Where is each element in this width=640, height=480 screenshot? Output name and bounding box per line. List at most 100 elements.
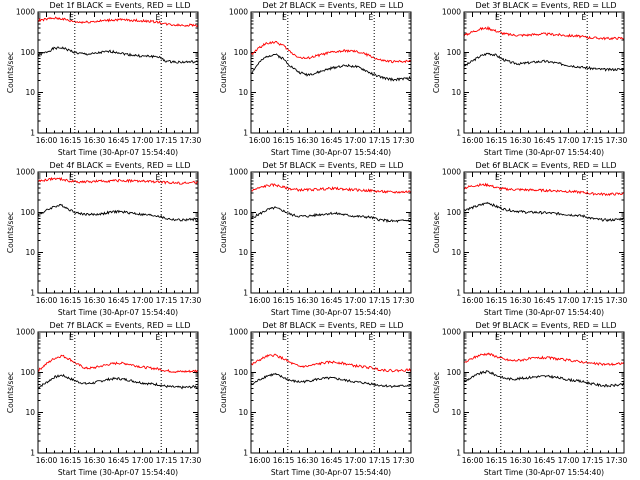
x-tick-label: 16:00	[462, 456, 484, 465]
plot-frame	[463, 171, 625, 294]
x-tick-label: 17:15	[582, 296, 604, 305]
panel-title: Det 7f BLACK = Events, RED = LLD	[49, 321, 190, 330]
x-tick-label: 16:15	[486, 136, 508, 145]
x-tick-label: 16:15	[60, 136, 82, 145]
series-line-events	[37, 46, 199, 64]
x-tick-label: 16:15	[486, 296, 508, 305]
y-axis-label: Counts/sec	[6, 52, 15, 93]
y-tick-label: 1	[456, 449, 461, 458]
plot-frame	[37, 11, 199, 134]
x-tick-label: 16:30	[297, 296, 319, 305]
y-tick-label: 1000	[229, 8, 248, 17]
y-axis-label: Counts/sec	[432, 212, 441, 253]
x-tick-label: 16:45	[321, 456, 343, 465]
y-tick-label: 1	[243, 289, 248, 298]
panel-det-3f: Det 3f BLACK = Events, RED = LLD Counts/s…	[432, 1, 628, 157]
series-line-lld	[250, 40, 412, 64]
x-axis-label: Start Time (30-Apr-07 15:54:40)	[484, 308, 604, 317]
series-line-events	[463, 52, 625, 72]
y-tick-label: 10	[238, 88, 248, 97]
series-line-lld	[37, 16, 199, 27]
plot-frame	[250, 11, 412, 134]
x-axis-label: Start Time (30-Apr-07 15:54:40)	[271, 148, 391, 157]
event-marker-label: E	[368, 13, 373, 22]
y-tick-label: 10	[238, 248, 248, 257]
y-tick-label: 10	[451, 248, 461, 257]
x-tick-label: 16:00	[36, 296, 58, 305]
y-tick-label: 1000	[16, 168, 35, 177]
series-line-events	[250, 372, 412, 389]
x-tick-label: 16:45	[108, 456, 130, 465]
x-tick-label: 17:00	[345, 136, 367, 145]
panel-det-8f: Det 8f BLACK = Events, RED = LLD Counts/s…	[219, 321, 415, 477]
event-marker-label: E	[155, 333, 160, 342]
y-tick-label: 1000	[229, 168, 248, 177]
x-tick-label: 16:30	[297, 136, 319, 145]
x-tick-label: 17:30	[180, 136, 202, 145]
y-axis-label: Counts/sec	[219, 372, 228, 413]
panel-title: Det 3f BLACK = Events, RED = LLD	[475, 1, 616, 10]
panel-title: Det 6f BLACK = Events, RED = LLD	[475, 161, 616, 170]
series-line-lld	[463, 182, 625, 197]
series-line-events	[250, 53, 411, 82]
event-marker-label: E	[69, 173, 74, 182]
x-tick-label: 16:45	[108, 296, 130, 305]
y-tick-label: 100	[234, 208, 249, 217]
x-tick-label: 17:30	[180, 296, 202, 305]
y-tick-label: 10	[451, 408, 461, 417]
x-tick-label: 16:30	[510, 136, 532, 145]
series-line-lld	[250, 353, 412, 373]
x-tick-label: 16:30	[84, 136, 106, 145]
y-tick-label: 10	[451, 88, 461, 97]
x-tick-label: 16:00	[462, 136, 484, 145]
event-marker-label: E	[495, 13, 500, 22]
x-tick-label: 17:00	[132, 136, 154, 145]
y-tick-label: 1000	[442, 8, 461, 17]
panel-det-7f: Det 7f BLACK = Events, RED = LLD Counts/s…	[6, 321, 202, 477]
x-tick-label: 16:30	[510, 296, 532, 305]
y-tick-label: 1000	[442, 168, 461, 177]
y-tick-label: 1	[30, 129, 35, 138]
event-marker-label: E	[581, 173, 586, 182]
plot-frame	[463, 11, 625, 134]
event-marker-label: E	[282, 13, 287, 22]
plot-frame	[250, 171, 412, 294]
event-marker-label: E	[495, 173, 500, 182]
x-tick-label: 16:00	[249, 136, 271, 145]
y-tick-label: 10	[25, 88, 35, 97]
y-tick-label: 100	[234, 368, 249, 377]
y-tick-label: 10	[238, 408, 248, 417]
event-marker-label: E	[581, 13, 586, 22]
y-tick-label: 1000	[229, 328, 248, 337]
x-tick-label: 17:00	[345, 456, 367, 465]
panel-title: Det 4f BLACK = Events, RED = LLD	[49, 161, 190, 170]
x-tick-label: 17:30	[606, 136, 628, 145]
y-tick-label: 1	[456, 289, 461, 298]
x-tick-label: 17:15	[369, 456, 391, 465]
series-line-events	[463, 370, 625, 388]
panel-det-2f: Det 2f BLACK = Events, RED = LLD Counts/s…	[219, 1, 415, 157]
series-line-lld	[37, 176, 199, 185]
y-tick-label: 1000	[16, 8, 35, 17]
y-tick-label: 1	[456, 129, 461, 138]
event-marker-label: E	[155, 13, 160, 22]
plot-frame	[37, 331, 199, 454]
x-tick-label: 16:15	[60, 296, 82, 305]
x-tick-label: 16:45	[108, 136, 130, 145]
x-axis-label: Start Time (30-Apr-07 15:54:40)	[271, 468, 391, 477]
event-marker-label: E	[69, 13, 74, 22]
x-tick-label: 16:00	[249, 296, 271, 305]
y-axis-label: Counts/sec	[6, 212, 15, 253]
x-axis-label: Start Time (30-Apr-07 15:54:40)	[484, 148, 604, 157]
x-axis-label: Start Time (30-Apr-07 15:54:40)	[58, 308, 178, 317]
series-line-lld	[37, 354, 199, 374]
x-tick-label: 17:15	[369, 296, 391, 305]
x-tick-label: 17:00	[132, 296, 154, 305]
panel-det-9f: Det 9f BLACK = Events, RED = LLD Counts/s…	[432, 321, 628, 477]
panel-title: Det 2f BLACK = Events, RED = LLD	[262, 1, 403, 10]
x-tick-label: 16:00	[462, 296, 484, 305]
x-axis-label: Start Time (30-Apr-07 15:54:40)	[484, 468, 604, 477]
y-tick-label: 10	[25, 248, 35, 257]
series-line-lld	[463, 25, 625, 41]
x-tick-label: 17:30	[606, 296, 628, 305]
